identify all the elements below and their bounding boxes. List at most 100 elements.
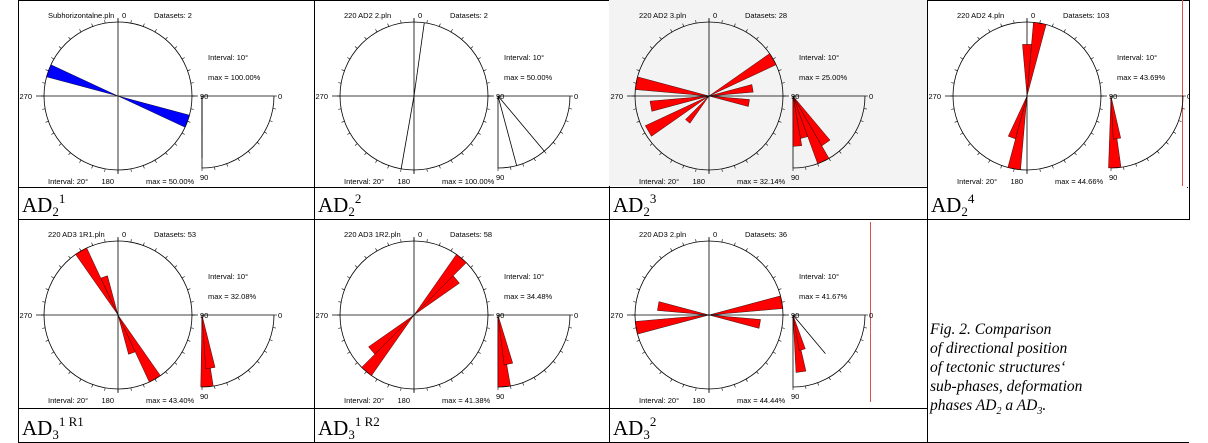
file-name: 220 AD3 2.pln: [639, 230, 686, 239]
cell-ad3-1r2: 220 AD3 1R2.pln 0 Datasets: 58 270 90 180 Inte…: [314, 219, 609, 443]
tick-mark: [734, 384, 736, 388]
tick-mark: [1096, 69, 1100, 71]
tick-mark: [960, 132, 964, 135]
label-west: 270: [315, 311, 328, 320]
interval-rose: Interval: 10°: [799, 272, 839, 281]
rose-diagram: 220 AD3 1R2.pln 0 Datasets: 58 270 90 180 Inte…: [315, 230, 578, 405]
tick-mark: [375, 248, 378, 252]
quadrant-tick: [847, 142, 851, 145]
tick-mark: [68, 371, 71, 375]
tick-mark: [190, 82, 194, 84]
rose-petal: [685, 95, 710, 124]
quadrant-tick: [863, 327, 867, 329]
tick-mark: [1013, 168, 1015, 172]
quadrant-tick: [522, 163, 524, 167]
tick-mark: [338, 82, 342, 84]
tick-mark: [181, 132, 185, 135]
tick-mark: [347, 351, 351, 354]
quadrant-tick: [256, 361, 260, 364]
tick-mark: [1083, 46, 1087, 49]
tick-mark: [486, 327, 490, 329]
cell-ad3-1r1: 220 AD3 1R1.pln 0 Datasets: 53 270 90 180 Inte…: [18, 219, 314, 443]
tick-mark: [772, 276, 776, 279]
quadrant-tick: [272, 327, 276, 329]
tick-mark: [659, 371, 662, 375]
tick-mark: [1052, 23, 1054, 27]
caption: AD31 R1: [22, 414, 84, 442]
tick-mark: [670, 378, 673, 382]
label-east: 90: [200, 311, 208, 320]
dip-quadrant: [792, 314, 866, 388]
quadrant-tick: [1146, 158, 1149, 162]
tick-mark: [58, 362, 62, 365]
tick-mark: [670, 159, 673, 163]
tick-mark: [721, 239, 723, 243]
quadrant-tick: [264, 350, 268, 353]
rose-petal: [1007, 95, 1028, 140]
interval-bottom: Interval: 20°: [48, 396, 88, 405]
tick-mark: [721, 387, 723, 391]
tick-mark: [1063, 159, 1066, 163]
tick-mark: [951, 108, 955, 110]
max-bottom: max = 32.14%: [737, 177, 785, 186]
interval-bottom: Interval: 20°: [344, 177, 384, 186]
tick-mark: [636, 288, 640, 290]
table-rule: [927, 0, 928, 443]
tick-mark: [58, 265, 62, 268]
tick-mark: [1000, 165, 1002, 169]
label-west: 270: [315, 92, 328, 101]
rose-petal: [649, 95, 710, 112]
tick-mark: [967, 46, 971, 49]
label-west: 270: [610, 311, 623, 320]
tick-mark: [633, 82, 637, 84]
dip-petal: [1110, 95, 1121, 140]
tick-mark: [354, 46, 358, 49]
tick-mark: [1039, 20, 1041, 24]
tick-mark: [721, 20, 723, 24]
tick-mark: [364, 371, 367, 375]
rose-petal: [1022, 44, 1032, 97]
tick-mark: [400, 168, 402, 172]
quadrant-label-90: 90: [200, 392, 208, 401]
quadrant-tick: [565, 120, 569, 122]
quadrant-tick: [214, 166, 216, 170]
tick-mark: [633, 301, 637, 303]
tick-mark: [347, 132, 351, 135]
quadrant-tick: [863, 108, 867, 110]
rose-petal: [708, 84, 754, 97]
tick-mark: [734, 23, 736, 27]
rose-diagram: 220 AD3 1R1.pln 0 Datasets: 53 270 90 180 Inte…: [19, 230, 282, 405]
quadrant-tick: [855, 350, 859, 353]
rose-petal: [75, 247, 119, 316]
quadrant-label-0: 0: [1187, 92, 1189, 101]
tick-mark: [470, 46, 474, 49]
tick-mark: [375, 159, 378, 163]
red-margin-line: [870, 222, 871, 402]
dip-petal: [792, 95, 831, 147]
label-east: 90: [1109, 92, 1117, 101]
tick-mark: [967, 143, 971, 146]
quadrant-label-90: 90: [791, 173, 799, 182]
tick-mark: [450, 378, 453, 382]
tick-mark: [187, 340, 191, 342]
rose-petal: [413, 275, 460, 316]
dip-petal: [497, 314, 513, 366]
quadrant-tick: [533, 158, 536, 162]
figure-caption-line: of tectonic structures‘: [930, 359, 1066, 376]
tick-mark: [642, 57, 646, 60]
quadrant-tick: [552, 361, 556, 364]
label-south: 180: [397, 396, 410, 405]
tick-mark: [364, 255, 367, 259]
tick-mark: [181, 57, 185, 60]
tick-mark: [1013, 20, 1015, 24]
label-west: 270: [19, 92, 32, 101]
tick-mark: [364, 36, 367, 40]
tick-mark: [756, 36, 759, 40]
quadrant-tick: [568, 327, 572, 329]
tick-mark: [636, 340, 640, 342]
datasets-count: Datasets: 28: [745, 11, 787, 20]
interval-bottom: Interval: 20°: [957, 177, 997, 186]
tick-mark: [772, 351, 776, 354]
tick-mark: [51, 351, 55, 354]
table-rule: [1189, 0, 1190, 220]
